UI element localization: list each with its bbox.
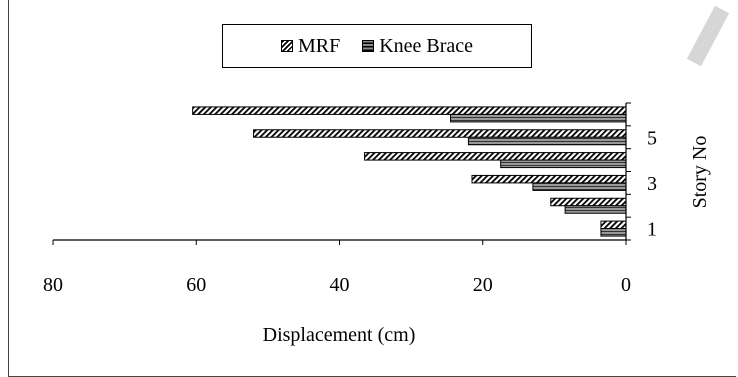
bar-mrf-story-4	[364, 152, 627, 161]
bar-knee-brace-story-4	[500, 159, 627, 169]
axes-group	[52, 102, 631, 245]
x-tick-label-80: 80	[43, 274, 63, 296]
y-tick-label-1: 1	[647, 219, 657, 241]
x-tick-label-20: 20	[473, 274, 493, 296]
legend-swatch-knee-brace	[362, 40, 375, 52]
y-tick-label-5: 5	[647, 127, 657, 149]
y-axis-title: Story No	[689, 136, 711, 209]
labels-group: 80 60 40 20 0 1 3 5 Displacement (cm) Story No	[43, 127, 711, 346]
bar-knee-brace-story-5	[467, 136, 627, 146]
bar-knee-brace-story-6	[450, 113, 627, 123]
bars-group	[192, 106, 627, 237]
legend-item-mrf: MRF	[280, 34, 341, 58]
x-tick-label-40: 40	[330, 274, 350, 296]
bar-mrf-story-5	[253, 129, 627, 138]
legend-swatch-mrf	[280, 40, 293, 52]
bar-mrf-story-6	[192, 106, 627, 115]
legend-label-knee-brace: Knee Brace	[379, 34, 474, 57]
legend-label-mrf: MRF	[297, 34, 341, 57]
y-tick-label-3: 3	[647, 173, 657, 195]
x-tick-label-0: 0	[621, 274, 631, 296]
bar-knee-brace-story-3	[532, 182, 627, 191]
bar-mrf-story-1	[600, 220, 627, 230]
bar-knee-brace-story-2	[564, 205, 627, 214]
legend: MRF Knee Brace	[222, 24, 532, 68]
bar-knee-brace-story-1	[600, 228, 627, 237]
bar-mrf-story-3	[471, 174, 627, 184]
x-axis-title: Displacement (cm)	[263, 324, 416, 346]
legend-item-knee-brace: Knee Brace	[362, 35, 473, 58]
x-tick-label-60: 60	[186, 274, 206, 296]
bar-mrf-story-2	[550, 197, 627, 207]
